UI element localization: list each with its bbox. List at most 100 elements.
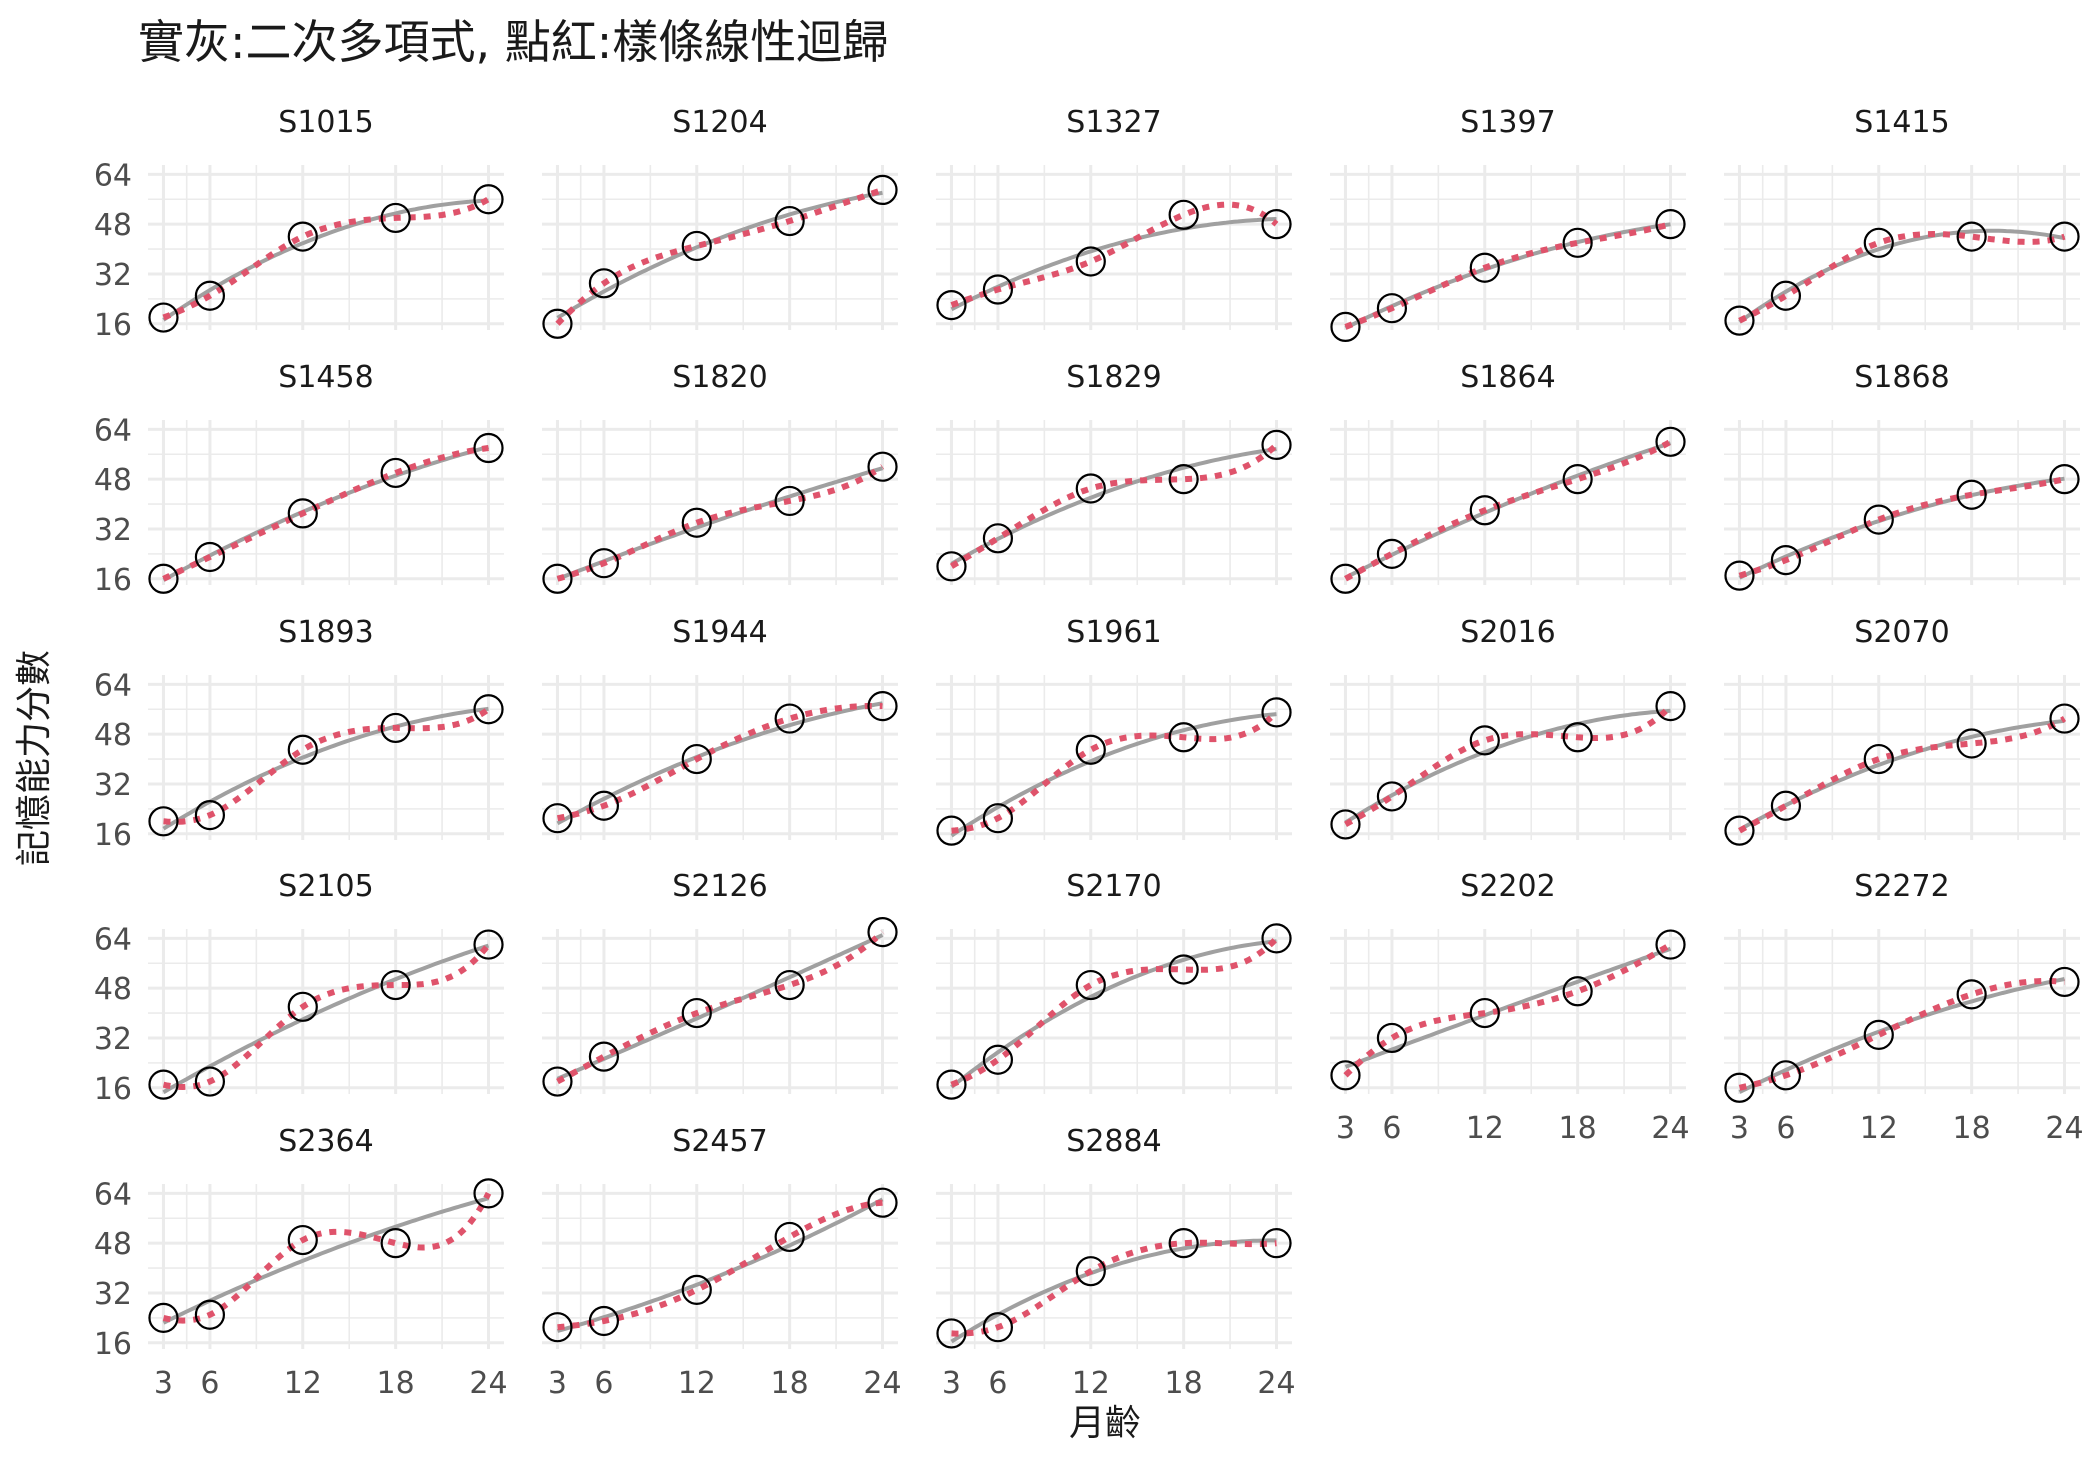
data-point bbox=[1724, 815, 1755, 846]
data-point bbox=[1770, 544, 1802, 576]
spline-fit-line bbox=[951, 710, 1279, 834]
data-point bbox=[588, 790, 620, 821]
data-point bbox=[774, 1221, 805, 1253]
y-tick-label: 32 bbox=[94, 1022, 132, 1057]
y-tick-label: 48 bbox=[94, 1227, 132, 1262]
quadratic-fit-line bbox=[162, 444, 490, 582]
x-tick-label: 18 bbox=[771, 1366, 809, 1401]
data-point bbox=[1770, 1060, 1802, 1091]
data-point bbox=[1956, 479, 1987, 510]
panel: S2126 bbox=[542, 869, 898, 1097]
spline-fit-line bbox=[1738, 231, 2066, 324]
x-tick-label: 12 bbox=[1860, 1111, 1898, 1146]
data-point bbox=[936, 815, 967, 846]
data-point bbox=[148, 1069, 179, 1100]
data-point bbox=[287, 734, 318, 765]
data-point bbox=[1330, 311, 1361, 342]
quadratic-fit-line bbox=[162, 1196, 490, 1325]
strip-label: S2884 bbox=[1066, 1124, 1161, 1159]
data-point bbox=[588, 268, 620, 299]
y-tick-label: 48 bbox=[94, 208, 132, 243]
panel: S2364 16 32 48 64 3 6 12 18 24 bbox=[94, 1124, 508, 1401]
y-tick-label: 16 bbox=[94, 308, 132, 343]
data-point bbox=[867, 691, 898, 722]
data-point bbox=[982, 1312, 1014, 1343]
spline-fit-line bbox=[555, 187, 884, 326]
data-point bbox=[380, 202, 411, 234]
y-tick-label: 32 bbox=[94, 768, 132, 803]
data-point bbox=[380, 1228, 411, 1259]
data-point bbox=[287, 991, 318, 1022]
y-tick-label: 64 bbox=[94, 413, 132, 448]
quadratic-fit-line bbox=[1738, 228, 2065, 324]
data-point bbox=[148, 806, 179, 837]
quadratic-fit-line bbox=[950, 1238, 1277, 1344]
data-point bbox=[681, 230, 712, 262]
strip-label: S1820 bbox=[672, 360, 767, 395]
panel: S1015 16 32 48 64 bbox=[94, 105, 504, 343]
data-point bbox=[774, 205, 805, 237]
data-point bbox=[1863, 227, 1894, 258]
data-point bbox=[1655, 929, 1686, 960]
y-tick-label: 48 bbox=[94, 972, 132, 1007]
spline-fit-line bbox=[950, 936, 1279, 1088]
quadratic-fit-line bbox=[162, 706, 489, 831]
x-tick-label: 18 bbox=[1165, 1366, 1203, 1401]
x-tick-label: 24 bbox=[1651, 1111, 1689, 1146]
data-point bbox=[982, 523, 1014, 554]
quadratic-fit-line bbox=[162, 198, 489, 322]
data-point bbox=[1770, 280, 1802, 311]
x-tick-label: 3 bbox=[154, 1366, 173, 1401]
data-point bbox=[380, 457, 411, 489]
panels: S1015 16 32 48 64 S1204 S1327 S1397 S1415 S1458 16… bbox=[94, 105, 2084, 1401]
data-point bbox=[1075, 1256, 1106, 1287]
spline-fit-line bbox=[1344, 704, 1673, 828]
panel: S1944 bbox=[542, 615, 898, 840]
x-tick-label: 6 bbox=[1382, 1111, 1401, 1146]
data-point bbox=[774, 969, 805, 1001]
quadratic-fit-line bbox=[950, 217, 1277, 312]
panel: S2170 bbox=[936, 869, 1292, 1100]
quadratic-fit-line bbox=[950, 447, 1277, 566]
data-point bbox=[542, 563, 573, 594]
x-tick-label: 12 bbox=[1072, 1366, 1110, 1401]
panel: S2016 bbox=[1330, 615, 1686, 840]
y-tick-label: 32 bbox=[94, 258, 132, 293]
panel: S1820 bbox=[542, 360, 898, 594]
panel: S1829 bbox=[936, 360, 1292, 585]
data-point bbox=[542, 1312, 573, 1343]
panel: S1868 bbox=[1724, 360, 2080, 591]
data-point bbox=[194, 1299, 226, 1330]
data-point bbox=[1168, 1228, 1199, 1259]
data-point bbox=[473, 694, 504, 725]
data-point bbox=[473, 184, 504, 215]
data-point bbox=[1655, 691, 1686, 722]
x-tick-label: 6 bbox=[1776, 1111, 1795, 1146]
y-tick-label: 64 bbox=[94, 158, 132, 193]
quadratic-fit-line bbox=[950, 712, 1277, 838]
x-axis-label: 月齡 bbox=[1069, 1403, 1141, 1444]
data-point bbox=[1261, 429, 1292, 461]
data-point bbox=[1724, 1072, 1755, 1103]
panel: S2884 3 6 12 18 24 bbox=[936, 1124, 1296, 1401]
quadratic-fit-line bbox=[1344, 222, 1671, 330]
data-point bbox=[1376, 781, 1408, 812]
data-point bbox=[936, 1069, 967, 1100]
data-point bbox=[1469, 997, 1500, 1029]
data-point bbox=[681, 1274, 712, 1305]
x-tick-label: 18 bbox=[377, 1366, 415, 1401]
y-tick-label: 64 bbox=[94, 922, 132, 957]
x-tick-label: 18 bbox=[1559, 1111, 1597, 1146]
data-point bbox=[1075, 473, 1106, 504]
data-point bbox=[1168, 722, 1199, 753]
data-point bbox=[2049, 703, 2080, 734]
data-point bbox=[194, 1066, 226, 1097]
panel: S1864 bbox=[1330, 360, 1686, 594]
data-point bbox=[148, 1302, 179, 1333]
quadratic-fit-line bbox=[556, 466, 884, 581]
data-point bbox=[867, 917, 898, 948]
x-tick-label: 24 bbox=[863, 1366, 901, 1401]
panel: S1397 bbox=[1330, 105, 1686, 342]
strip-label: S2105 bbox=[278, 869, 373, 904]
